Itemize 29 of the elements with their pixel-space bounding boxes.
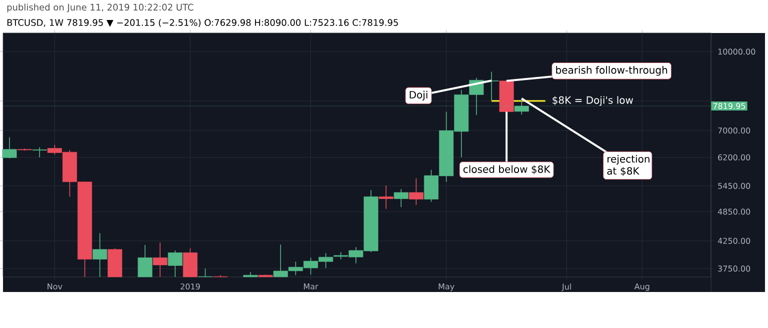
annotation: closed below $8K [463, 165, 550, 174]
x-tick-label: Nov [48, 283, 62, 290]
y-tick-label: 6200.00 [718, 154, 750, 160]
y-tick-label: 4250.00 [718, 238, 750, 244]
annotation: $8K = Doji's low [552, 96, 634, 106]
x-tick-label: Aug [634, 283, 650, 291]
candlestick [152, 242, 168, 278]
candlestick [408, 178, 424, 206]
candlestick [394, 188, 408, 208]
candlestick [2, 136, 17, 159]
x-tick-label: 2019 [180, 283, 200, 290]
candlestick [32, 146, 47, 158]
candlestick [138, 244, 152, 278]
x-tick-label: Jul [562, 284, 571, 292]
candlestick [92, 232, 108, 278]
x-tick-label: May [438, 283, 454, 291]
y-tick-label: 10000.00 [718, 48, 756, 55]
y-tick-label: 4850.00 [718, 208, 750, 215]
x-tick-label: Mar [304, 283, 318, 290]
y-tick-label: 5450.00 [718, 182, 750, 189]
candlestick [168, 250, 182, 278]
annotation: rejection at $8K [607, 154, 650, 176]
chart-title: published on June 11, 2019 10:22:02 UTC [7, 4, 194, 12]
y-tick-label: 3750.00 [718, 266, 750, 272]
ref-line-label: 7819.95 [713, 102, 746, 110]
chart-subtitle: BTCUSD, 1W 7819.95 ▼ −201.15 (−2.51%) O:7629.98 H:8090.00 L:7523.16 C:7819.95 [7, 18, 398, 28]
annotation: Doji [410, 90, 428, 100]
candlestick [378, 185, 394, 210]
y-tick-label: 7000.00 [718, 127, 750, 134]
